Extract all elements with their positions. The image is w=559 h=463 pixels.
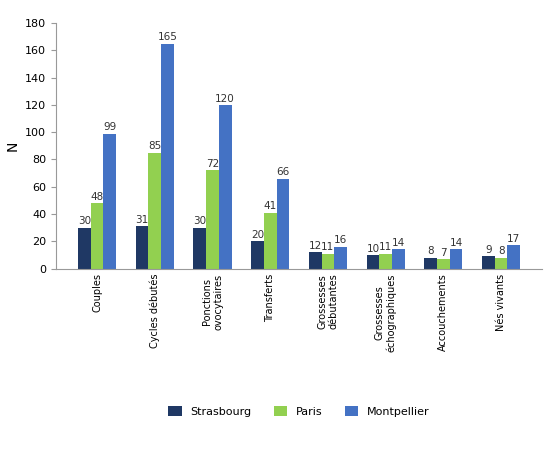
Text: 7: 7: [440, 248, 447, 257]
Text: 14: 14: [392, 238, 405, 248]
Text: 85: 85: [148, 141, 162, 151]
Bar: [309, 252, 321, 269]
Bar: [380, 254, 392, 269]
Bar: [103, 133, 116, 269]
Text: 11: 11: [379, 242, 392, 252]
Bar: [367, 255, 380, 269]
Y-axis label: N: N: [6, 141, 20, 151]
Text: 72: 72: [206, 159, 219, 169]
Bar: [219, 105, 231, 269]
Text: 12: 12: [309, 241, 322, 251]
Text: 8: 8: [427, 246, 434, 257]
Text: 17: 17: [507, 234, 520, 244]
Text: 10: 10: [366, 244, 380, 254]
Text: 30: 30: [78, 216, 91, 226]
Text: 8: 8: [498, 246, 504, 257]
Bar: [321, 254, 334, 269]
Bar: [482, 257, 495, 269]
Bar: [136, 226, 149, 269]
Bar: [334, 247, 347, 269]
Text: 41: 41: [264, 201, 277, 211]
Bar: [206, 170, 219, 269]
Bar: [161, 44, 174, 269]
Bar: [251, 241, 264, 269]
Bar: [193, 228, 206, 269]
Bar: [495, 257, 508, 269]
Text: 66: 66: [276, 167, 290, 177]
Bar: [449, 250, 462, 269]
Text: 31: 31: [135, 215, 149, 225]
Text: 14: 14: [449, 238, 463, 248]
Bar: [149, 153, 161, 269]
Text: 48: 48: [91, 192, 103, 202]
Text: 30: 30: [193, 216, 206, 226]
Bar: [437, 259, 449, 269]
Text: 16: 16: [334, 235, 347, 245]
Text: 20: 20: [251, 230, 264, 240]
Bar: [508, 245, 520, 269]
Bar: [91, 203, 103, 269]
Text: 120: 120: [215, 94, 235, 104]
Text: 165: 165: [158, 32, 177, 42]
Text: 99: 99: [103, 122, 116, 132]
Legend: Strasbourg, Paris, Montpellier: Strasbourg, Paris, Montpellier: [164, 402, 434, 421]
Bar: [78, 228, 91, 269]
Bar: [264, 213, 277, 269]
Text: 9: 9: [485, 245, 492, 255]
Bar: [392, 250, 405, 269]
Bar: [424, 257, 437, 269]
Bar: [277, 179, 289, 269]
Text: 11: 11: [321, 242, 334, 252]
